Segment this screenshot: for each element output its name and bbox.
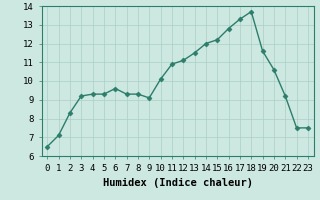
X-axis label: Humidex (Indice chaleur): Humidex (Indice chaleur) [103,178,252,188]
